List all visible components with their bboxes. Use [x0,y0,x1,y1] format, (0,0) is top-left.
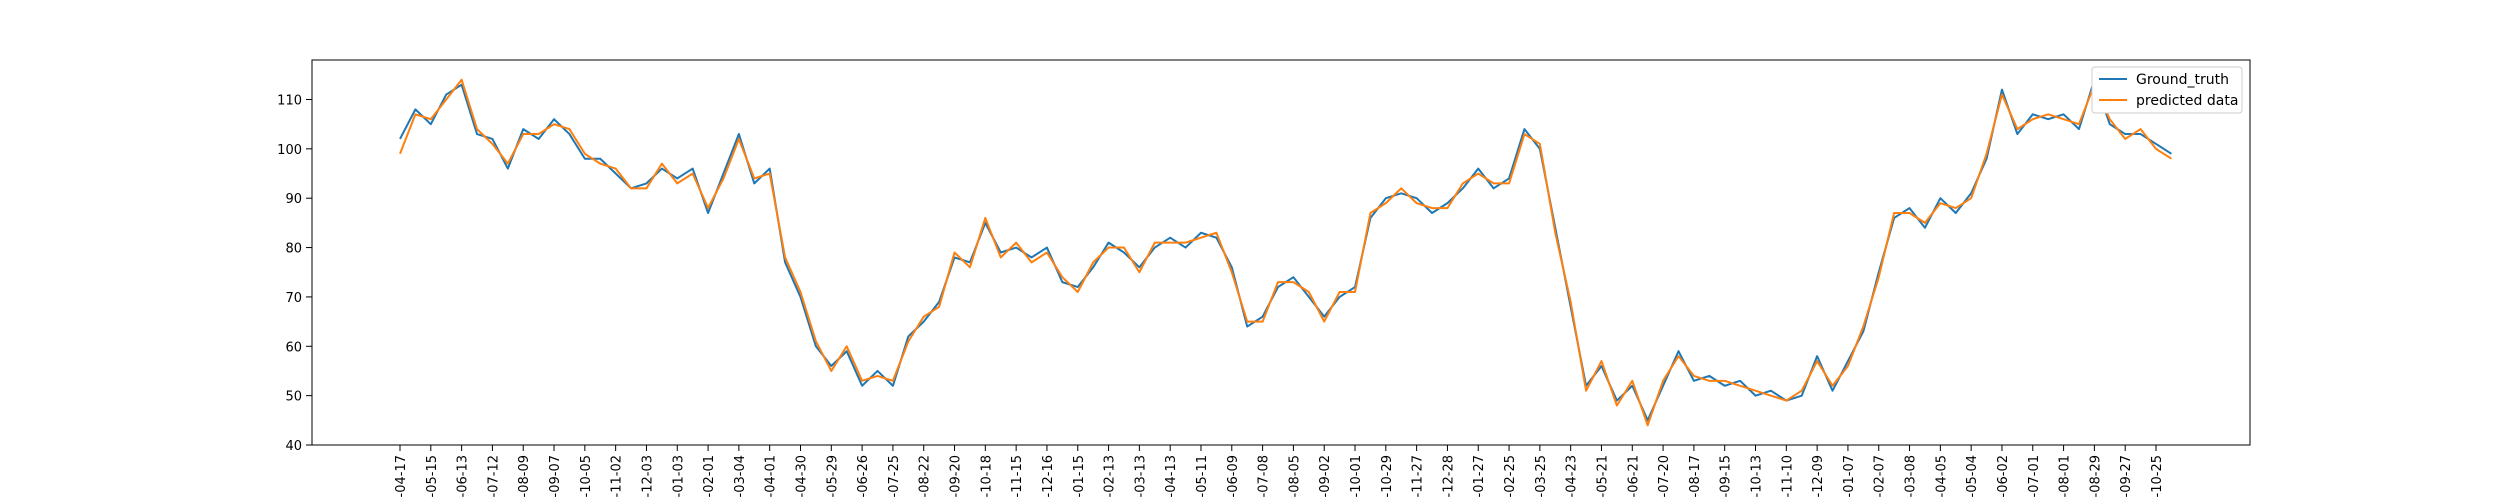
x-tick-label-23: -02-13 [1103,455,1118,497]
x-tick-label-54: -08-01 [2058,455,2073,497]
legend-label-predicted-data: predicted data [2136,93,2238,109]
x-axis: -04-17 -05-15 -06-13 -07-12 -08-09 -09-07 -10-… [394,445,2165,497]
x-tick-label-47: -01-07 [1842,455,1857,497]
x-tick-label-55: -08-29 [2088,455,2103,497]
x-tick-label-38: -04-23 [1565,455,1580,497]
x-tick-label-45: -11-10 [1780,455,1795,497]
y-tick-label-100: 100 [277,143,302,158]
x-tick-label-11: -03-04 [733,455,748,497]
x-tick-label-36: -02-25 [1503,455,1518,497]
x-tick-label-1: -05-15 [425,455,440,497]
legend-box [2091,66,2243,114]
x-tick-label-29: -08-05 [1287,455,1302,497]
y-tick-label-50: 50 [285,390,302,405]
x-tick-label-35: -01-27 [1472,455,1487,497]
series-layer [399,78,2172,427]
y-axis: 40 50 60 70 80 90 100 110 [277,93,312,454]
x-tick-label-30: -09-02 [1318,455,1333,497]
x-tick-label-40: -06-21 [1626,455,1641,497]
x-tick-label-13: -04-30 [794,455,809,497]
x-tick-label-0: -04-17 [394,455,409,497]
x-tick-label-51: -05-04 [1965,455,1980,497]
x-tick-label-25: -04-13 [1164,455,1179,497]
x-tick-label-49: -03-08 [1904,455,1919,497]
x-tick-label-37: -03-25 [1534,455,1549,497]
y-tick-label-90: 90 [285,192,302,207]
x-tick-label-57: -10-25 [2150,455,2165,497]
y-tick-label-110: 110 [277,93,302,108]
x-tick-label-43: -09-15 [1719,455,1734,497]
x-tick-label-5: -09-07 [548,455,563,497]
plot-frame [311,59,2251,446]
x-tick-label-6: -10-05 [579,455,594,497]
x-tick-label-18: -09-20 [949,455,964,497]
x-tick-label-27: -06-09 [1226,455,1241,497]
y-tick-label-60: 60 [285,340,302,355]
x-tick-label-26: -05-11 [1195,455,1210,497]
x-tick-label-48: -02-07 [1873,455,1888,497]
x-tick-label-44: -10-13 [1750,455,1765,497]
y-tick-label-80: 80 [285,242,302,257]
x-tick-label-8: -12-03 [640,455,655,497]
x-tick-label-50: -04-05 [1934,455,1949,497]
legend: Ground_truth predicted data [2091,66,2243,114]
x-tick-label-31: -10-01 [1349,455,1364,497]
x-tick-label-14: -05-29 [825,455,840,497]
x-tick-label-17: -08-22 [918,455,933,497]
x-tick-label-39: -05-21 [1595,455,1610,497]
x-tick-label-28: -07-08 [1257,455,1272,497]
x-tick-label-56: -09-27 [2119,455,2134,497]
x-tick-label-20: -11-15 [1010,455,1025,497]
y-tick-label-40: 40 [285,439,302,454]
x-tick-label-46: -12-09 [1811,455,1826,497]
x-tick-label-33: -11-27 [1411,455,1426,497]
x-tick-label-42: -08-17 [1688,455,1703,497]
x-tick-label-41: -07-20 [1657,455,1672,497]
x-tick-label-10: -02-01 [702,455,717,497]
x-tick-label-15: -06-26 [856,455,871,497]
x-tick-label-16: -07-25 [887,455,902,497]
x-tick-label-9: -01-03 [671,455,686,497]
x-tick-label-3: -07-12 [486,455,501,497]
x-tick-label-7: -11-02 [610,455,625,497]
x-tick-label-53: -07-01 [2027,455,2042,497]
x-tick-label-24: -03-13 [1133,455,1148,497]
x-tick-label-21: -12-16 [1041,455,1056,497]
x-tick-label-12: -04-01 [764,455,779,497]
legend-label-ground-truth: Ground_truth [2136,72,2229,88]
x-tick-label-22: -01-15 [1072,455,1087,497]
x-tick-label-34: -12-28 [1441,455,1456,497]
y-tick-label-70: 70 [285,291,302,306]
x-tick-label-52: -06-02 [1996,455,2011,497]
x-tick-label-2: -06-13 [456,455,471,497]
x-tick-label-19: -10-18 [979,455,994,497]
series-line-predicted-data [399,78,2172,427]
x-tick-label-32: -10-29 [1380,455,1395,497]
x-tick-label-4: -08-09 [517,455,532,497]
